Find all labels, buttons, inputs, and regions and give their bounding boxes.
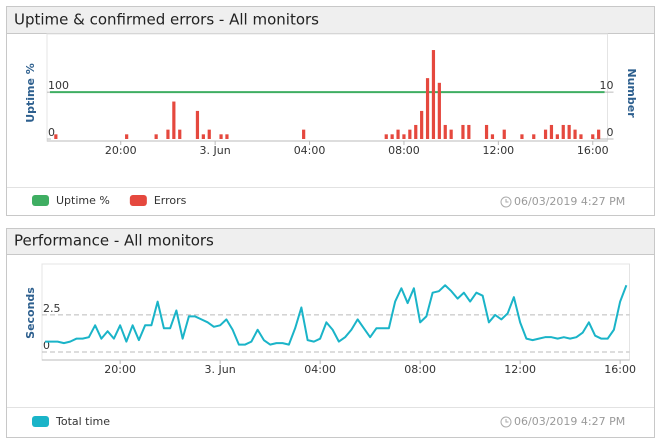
bar [302, 129, 306, 139]
bar [408, 129, 412, 139]
bar [490, 134, 495, 139]
bar [591, 134, 595, 139]
panel-title: Performance - All monitors [14, 232, 214, 250]
bar [425, 78, 430, 139]
x-tick-label: 16:00 [577, 144, 609, 157]
series-line [45, 284, 628, 346]
plot-area [46, 33, 608, 142]
bar [225, 134, 229, 139]
bar [449, 129, 453, 139]
bar [154, 134, 158, 139]
bar [567, 124, 571, 139]
bar [195, 110, 200, 139]
y-tick-label: 0 [48, 126, 55, 139]
legend-swatch [129, 195, 147, 206]
bar [54, 134, 58, 139]
bar [384, 134, 388, 139]
clock-icon [500, 196, 512, 208]
bar [207, 129, 211, 139]
bar [166, 129, 170, 139]
bar [484, 124, 489, 139]
timestamp: 06/03/2019 4:27 PM [514, 415, 625, 428]
bar [561, 124, 565, 139]
bar [543, 129, 548, 139]
x-tick-label: 04:00 [304, 363, 336, 376]
bar [502, 129, 506, 139]
panel-title: Uptime & confirmed errors - All monitors [14, 11, 319, 29]
bar [390, 134, 394, 139]
bar [437, 82, 441, 139]
bar [532, 134, 536, 139]
x-tick-label: 16:00 [604, 363, 636, 376]
bar [178, 129, 182, 139]
x-tick-label: 20:00 [104, 363, 136, 376]
bar [396, 129, 400, 139]
bar [402, 134, 406, 139]
legend-label: Errors [154, 194, 187, 207]
panel-header [7, 229, 654, 254]
bar [414, 124, 418, 139]
bar [461, 124, 465, 139]
panel-header [7, 7, 654, 33]
y2-tick-label: 0 [607, 126, 614, 139]
bar [597, 129, 601, 139]
legend-swatch [32, 195, 49, 206]
y-axis-title: Uptime % [24, 63, 37, 123]
bar [443, 124, 447, 139]
bar [467, 124, 471, 139]
y-tick-label: 0 [43, 339, 50, 352]
y2-tick-label: 10 [600, 79, 614, 92]
bar [431, 50, 436, 139]
clock-icon [500, 416, 512, 428]
y-tick-label: 100 [48, 79, 69, 92]
bar [573, 129, 577, 139]
x-tick-label: 08:00 [404, 363, 436, 376]
legend-label: Uptime % [56, 194, 110, 207]
timestamp: 06/03/2019 4:27 PM [514, 195, 625, 208]
x-tick-label: 20:00 [105, 144, 137, 157]
bar [555, 134, 559, 139]
x-tick-label: 3. Jun [205, 363, 236, 376]
x-tick-label: 04:00 [294, 144, 326, 157]
x-tick-label: 12:00 [482, 144, 514, 157]
x-tick-label: 12:00 [504, 363, 536, 376]
bar [579, 134, 583, 139]
y-tick-label: 2.5 [43, 302, 61, 315]
bar [125, 134, 129, 139]
plot-area [41, 263, 630, 361]
x-tick-label: 3. Jun [200, 144, 231, 157]
bar [420, 110, 424, 139]
bar [201, 134, 205, 139]
legend-swatch [32, 416, 49, 427]
y-axis-title: Seconds [24, 287, 37, 339]
bar [549, 124, 554, 139]
y2-axis-title: Number [625, 68, 638, 118]
bar [172, 101, 176, 139]
bar [219, 134, 223, 139]
legend-label: Total time [55, 415, 110, 428]
x-tick-label: 08:00 [388, 144, 420, 157]
bar [520, 134, 524, 139]
